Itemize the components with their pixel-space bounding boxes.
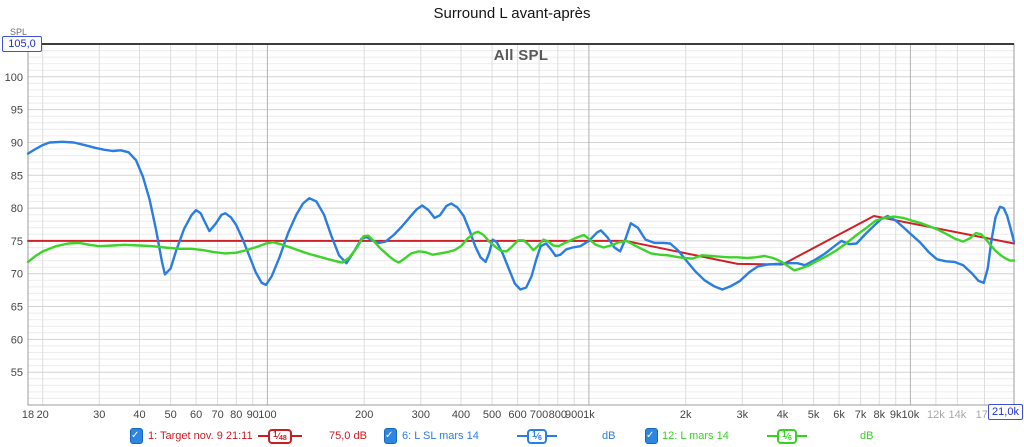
y-tick-label: 95 (11, 105, 23, 117)
x-tick-label: 200 (355, 409, 373, 421)
chart-heading: All SPL (493, 47, 549, 64)
y-tick-label: 75 (11, 236, 23, 248)
y-tick-label: 85 (11, 170, 23, 182)
y-tick-label: 70 (11, 269, 23, 281)
x-tick-label: 30 (93, 409, 105, 421)
x-tick-label: 14k (949, 409, 967, 421)
legend-value-l: dB (860, 430, 874, 442)
frac-numerator: 1 (273, 429, 278, 439)
x-tick-label: 9k (890, 409, 902, 421)
x-tick-label: 2k (680, 409, 692, 421)
y-tick-label: 80 (11, 203, 23, 215)
y-tick-label: 100 (5, 72, 23, 84)
frac-slash: ⁄ (786, 430, 788, 441)
legend-checkbox-target[interactable]: ✓ (130, 428, 143, 444)
frac-numerator: 1 (782, 429, 787, 439)
page-title: Surround L avant-après (433, 5, 591, 22)
x-tick-label: 6k (833, 409, 845, 421)
x-tick-label: 90 (247, 409, 259, 421)
legend-smoothing-l: 1 ⁄ 6 (767, 428, 807, 444)
x-tick-label: 10k (902, 409, 920, 421)
series-curve-2 (26, 215, 1016, 272)
plot-border (27, 43, 1015, 406)
y-tick-label: 65 (11, 302, 23, 314)
frac-slash: ⁄ (536, 430, 538, 441)
x-tick-label: 80 (230, 409, 242, 421)
smoothing-badge: 1 ⁄ 6 (527, 428, 547, 444)
legend-label-sl[interactable]: 6: L SL mars 14 (402, 430, 479, 442)
x-tick-label: 100 (258, 409, 276, 421)
check-icon: ✓ (385, 429, 394, 441)
line-sample-icon (258, 435, 268, 437)
legend-smoothing-sl: 1 ⁄ 6 (517, 428, 557, 444)
x-tick-label: 1k (583, 409, 595, 421)
check-icon: ✓ (646, 429, 655, 441)
x-tick-label: 8k (873, 409, 885, 421)
x-tick-label: 40 (133, 409, 145, 421)
y-axis-max-field[interactable]: 105,0 (2, 36, 42, 52)
legend-checkbox-l[interactable]: ✓ (645, 428, 658, 444)
frac-denominator: 48 (278, 434, 287, 442)
y-tick-label: 55 (11, 367, 23, 379)
smoothing-badge: 1 ⁄ 6 (777, 428, 797, 444)
x-tick-label: 20 (37, 409, 49, 421)
x-tick-label: 5k (808, 409, 820, 421)
legend-checkbox-sl[interactable]: ✓ (384, 428, 397, 444)
line-sample-icon (546, 435, 557, 437)
x-tick-label: 800 (549, 409, 567, 421)
x-tick-label: 50 (164, 409, 176, 421)
x-tick-label: 7k (855, 409, 867, 421)
x-tick-label: 60 (190, 409, 202, 421)
x-tick-label: 900 (565, 409, 583, 421)
legend-smoothing-target: 1 ⁄ 48 (258, 428, 302, 444)
x-tick-label: 12k (927, 409, 945, 421)
legend-label-target[interactable]: 1: Target nov. 9 21:11 (148, 430, 253, 442)
x-tick-label: 400 (452, 409, 470, 421)
check-icon: ✓ (131, 429, 140, 441)
x-tick-label: 600 (508, 409, 526, 421)
x-tick-label: 70 (211, 409, 223, 421)
series-curve-1 (26, 140, 1016, 291)
x-tick-label: 700 (530, 409, 548, 421)
line-sample-icon (767, 435, 777, 437)
frac-denominator: 6 (537, 434, 542, 442)
line-sample-icon (291, 435, 302, 437)
y-tick-label: 60 (11, 334, 23, 346)
line-sample-icon (517, 435, 527, 437)
x-tick-label: 3k (736, 409, 748, 421)
smoothing-badge: 1 ⁄ 48 (268, 428, 292, 444)
x-tick-label: 300 (412, 409, 430, 421)
frac-denominator: 6 (787, 434, 792, 442)
frac-numerator: 1 (532, 429, 537, 439)
frac-slash: ⁄ (277, 430, 279, 441)
x-tick-label: 500 (483, 409, 501, 421)
legend-value-sl: dB (602, 430, 616, 442)
legend-value-target: 75,0 dB (329, 430, 367, 442)
legend-bar: ✓ 1: Target nov. 9 21:11 1 ⁄ 48 75,0 dB ✓ … (0, 428, 1024, 445)
x-tick-label: 18 (22, 409, 34, 421)
line-sample-icon (796, 435, 807, 437)
x-tick-label: 4k (777, 409, 789, 421)
legend-label-l[interactable]: 12: L mars 14 (662, 430, 729, 442)
y-tick-label: 90 (11, 138, 23, 150)
x-axis-max-field[interactable]: 21,0k (988, 404, 1023, 420)
spl-axis-label: SPL (10, 27, 28, 37)
